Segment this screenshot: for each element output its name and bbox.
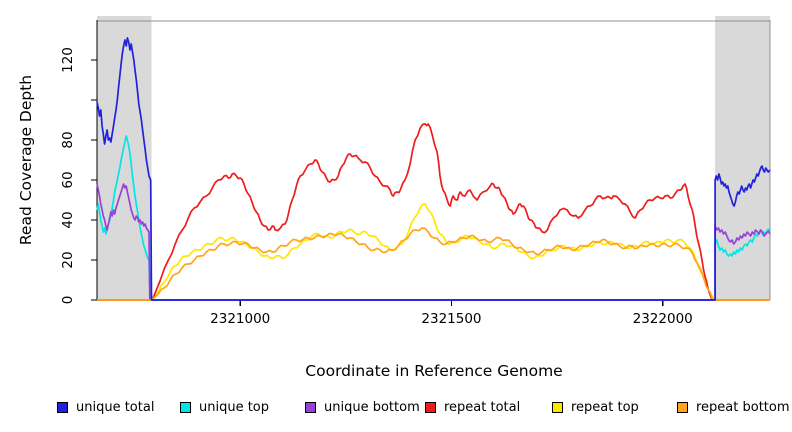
legend-swatch-repeat-bottom	[677, 401, 688, 413]
x-tick-label: 2321000	[210, 311, 270, 327]
legend-item-repeat-bottom: repeat bottom	[677, 399, 790, 415]
x-tick-label: 2321500	[421, 311, 481, 327]
series-line-repeat-total	[97, 123, 770, 301]
legend-item-unique-total: unique total	[57, 399, 154, 415]
y-tick-label: 120	[60, 47, 76, 73]
y-tick-label: 20	[60, 251, 76, 268]
y-tick-label: 0	[60, 296, 76, 305]
series-line-unique-top	[96, 135, 771, 301]
legend-item-repeat-top: repeat top	[552, 399, 639, 415]
legend-item-unique-bottom: unique bottom	[305, 399, 420, 415]
legend-label: unique total	[76, 399, 155, 415]
masked-region	[715, 16, 770, 300]
legend-swatch-repeat-top	[552, 401, 563, 413]
x-axis-title: Coordinate in Reference Genome	[305, 362, 563, 380]
x-tick-label: 2322000	[633, 311, 693, 327]
legend-swatch-repeat-total	[425, 401, 436, 413]
legend-label: unique top	[199, 399, 270, 415]
legend-label: unique bottom	[324, 399, 420, 415]
series-line-repeat-top	[97, 203, 770, 301]
legend-swatch-unique-bottom	[305, 401, 316, 413]
masked-region	[97, 16, 152, 300]
y-tick-label: 80	[60, 131, 76, 148]
legend-swatch-unique-total	[57, 401, 68, 413]
series-line-repeat-bottom	[97, 227, 770, 301]
legend-label: repeat top	[571, 399, 639, 415]
y-tick-label: 40	[60, 211, 76, 228]
y-axis-title: Read Coverage Depth	[17, 74, 35, 246]
legend-item-repeat-total: repeat total	[425, 399, 520, 415]
series-line-unique-bottom	[96, 183, 771, 301]
legend-label: repeat total	[444, 399, 521, 415]
legend-item-unique-top: unique top	[180, 399, 269, 415]
legend-swatch-unique-top	[180, 401, 191, 413]
series-line-unique-total	[96, 37, 771, 301]
y-tick-label: 60	[60, 171, 76, 188]
legend-label: repeat bottom	[696, 399, 790, 415]
